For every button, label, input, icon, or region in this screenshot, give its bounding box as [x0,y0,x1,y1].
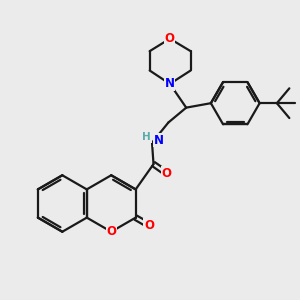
Text: O: O [165,32,175,45]
Text: O: O [144,219,154,232]
Text: N: N [154,134,164,147]
Text: O: O [161,167,171,179]
Text: H: H [142,132,151,142]
Text: N: N [165,77,175,90]
Text: O: O [106,225,116,238]
